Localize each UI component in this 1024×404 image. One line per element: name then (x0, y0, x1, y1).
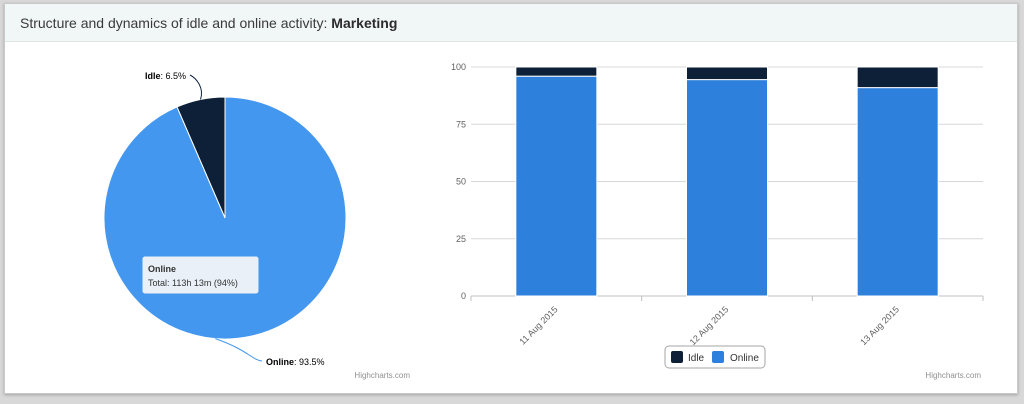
title-entity: Marketing (331, 15, 398, 31)
bar-x-tick-marks (470, 296, 984, 301)
y-tick-label: 50 (456, 177, 466, 187)
legend-item-idle[interactable]: Idle (671, 351, 705, 364)
bar-idle-3[interactable] (856, 66, 939, 89)
online-label-name: Online (266, 357, 294, 367)
bar-legend: Idle Online (664, 345, 766, 369)
bar-online-2[interactable] (686, 79, 768, 297)
idle-label-connector (189, 74, 202, 100)
title-prefix: Structure and dynamics of idle and onlin… (20, 15, 332, 31)
idle-label-pct: 6.5% (166, 71, 187, 81)
legend-item-online[interactable]: Online (712, 351, 759, 364)
pie-slices (103, 96, 347, 340)
y-tick-label: 75 (456, 119, 466, 129)
idle-slice-label: Idle: 6.5% (145, 71, 186, 81)
legend-label-idle: Idle (688, 353, 705, 364)
bar-chart: 0 25 50 75 100 11 Aug 2015 12 Aug 2015 13 Aug … (451, 62, 984, 380)
online-slice-label: Online: 93.5% (266, 357, 325, 367)
bar-online-3[interactable] (856, 87, 939, 297)
idle-label-sep: : (161, 71, 166, 81)
bar-bars (515, 66, 939, 297)
bar-idle-2[interactable] (686, 66, 768, 81)
panel-header: Structure and dynamics of idle and onlin… (5, 4, 1017, 42)
pie-slice-online[interactable] (103, 96, 347, 340)
idle-label-name: Idle (145, 71, 161, 81)
legend-swatch-online (712, 351, 724, 363)
bar-y-tick-labels: 0 25 50 75 100 (451, 62, 466, 301)
online-label-sep: : (294, 357, 299, 367)
y-tick-label: 25 (456, 234, 466, 244)
panel-title: Structure and dynamics of idle and onlin… (20, 15, 397, 31)
pie-tooltip-title: Online (148, 264, 176, 274)
bar-x-tick-labels: 11 Aug 2015 12 Aug 2015 13 Aug 2015 (517, 304, 901, 347)
pie-chart: Idle: 6.5% Online: 93.5% Online Total: 1… (103, 71, 410, 380)
x-tick-label: 12 Aug 2015 (688, 304, 731, 347)
bar-credits[interactable]: Highcharts.com (925, 371, 981, 380)
pie-tooltip: Online Total: 113h 13m (94%) (141, 255, 260, 295)
online-label-pct: 93.5% (299, 357, 325, 367)
bar-online-1[interactable] (515, 75, 598, 297)
x-tick-label: 13 Aug 2015 (858, 304, 901, 347)
y-tick-label: 0 (461, 291, 466, 301)
y-tick-label: 100 (451, 62, 466, 72)
bar-idle-1[interactable] (515, 66, 598, 77)
legend-label-online: Online (730, 353, 759, 364)
legend-swatch-idle (671, 351, 683, 363)
online-label-connector (215, 338, 263, 362)
x-tick-label: 11 Aug 2015 (517, 304, 559, 346)
pie-credits[interactable]: Highcharts.com (354, 371, 410, 380)
pie-tooltip-box (141, 255, 260, 295)
pie-tooltip-text: Total: 113h 13m (94%) (148, 278, 238, 288)
